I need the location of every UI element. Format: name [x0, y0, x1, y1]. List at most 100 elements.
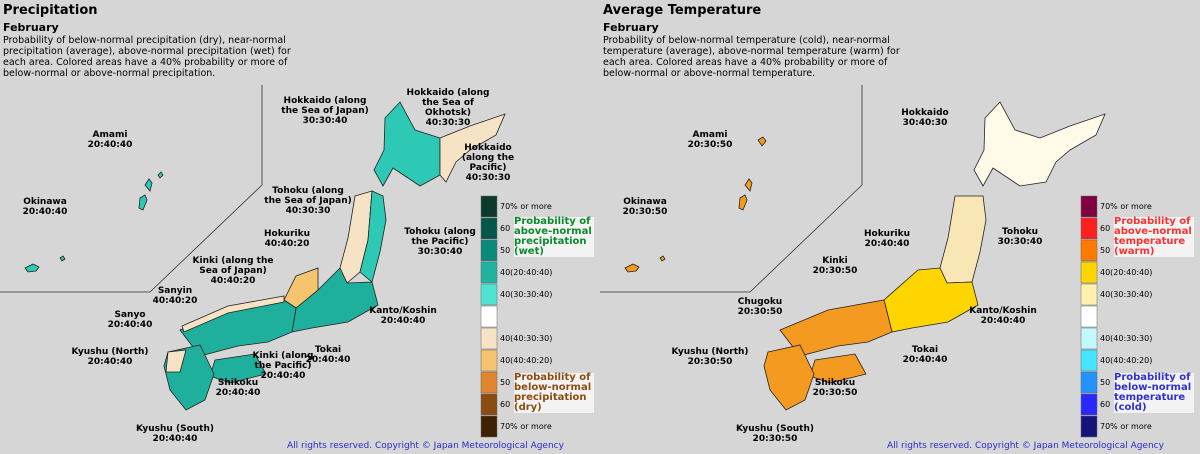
region-name: Sanyin: [157, 286, 193, 296]
legend-label: 70% or more: [1100, 422, 1152, 431]
legend-swatch: [480, 283, 498, 306]
region-probabilities: 20:40:40: [87, 357, 133, 367]
region-probabilities: 40:30:30: [465, 173, 511, 183]
legend-swatch: [1080, 305, 1098, 328]
region-name: Tohoku (along the Sea of Japan): [264, 186, 352, 206]
legend-label: 50: [500, 246, 511, 255]
region-name: Okinawa: [23, 197, 67, 207]
legend-label: 40(30:30:40): [1100, 290, 1153, 299]
region-probabilities: 20:40:40: [864, 239, 910, 249]
region-name: Tokai: [911, 345, 939, 355]
legend-swatch: [1080, 261, 1098, 284]
region-probabilities: 20:40:40: [22, 207, 68, 217]
region-name: Sanyo: [114, 310, 146, 320]
panel-description: Probability of below-normal precipitatio…: [3, 35, 291, 79]
panel-month: February: [3, 21, 59, 34]
region-name: Amami: [92, 130, 128, 140]
legend-label: 60: [1100, 224, 1111, 233]
legend-label: 40(30:30:40): [500, 290, 553, 299]
region-probabilities: 20:40:40: [215, 388, 261, 398]
region-probabilities: 20:40:40: [87, 140, 133, 150]
legend-swatch: [1080, 195, 1098, 218]
region-probabilities: 40:40:20: [152, 296, 198, 306]
legend-swatch: [480, 349, 498, 372]
region-name: Hokkaido (along the Pacific): [461, 143, 515, 173]
legend-above-title: Probability of above-normal precipitatio…: [514, 217, 594, 257]
legend-swatch: [1080, 239, 1098, 262]
region-probabilities: 20:40:40: [305, 355, 351, 365]
region-name: Kinki: [822, 256, 848, 266]
legend-swatch: [480, 371, 498, 394]
copyright: All rights reserved. Copyright © Japan M…: [887, 441, 1164, 451]
legend-label: 60: [500, 224, 511, 233]
legend-swatch: [480, 261, 498, 284]
region-name: Chugoku: [737, 297, 783, 307]
panel-month: February: [603, 21, 659, 34]
legend-swatch: [1080, 283, 1098, 306]
region-probabilities: 40:30:30: [425, 118, 471, 128]
region-name: Kyushu (South): [136, 424, 214, 434]
region-name: Hokkaido: [901, 108, 949, 118]
legend-swatch: [480, 239, 498, 262]
region-name: Kinki (along the Sea of Japan): [192, 256, 274, 276]
region-probabilities: 30:30:40: [997, 237, 1043, 247]
legend-label: 50: [1100, 246, 1111, 255]
legend-label: 40(40:30:30): [500, 334, 553, 343]
region-name: Amami: [692, 130, 728, 140]
temp-map: [600, 85, 1106, 411]
region-name: Hokkaido (along the Sea of Japan): [281, 96, 369, 116]
region-probabilities: 20:30:50: [687, 140, 733, 150]
legend-label: 40(40:40:20): [500, 356, 553, 365]
region-name: Hokuriku: [263, 229, 311, 239]
region-name: Okinawa: [623, 197, 667, 207]
region-probabilities: 20:40:40: [152, 434, 198, 444]
legend-below-title: Probability of below-normal temperature …: [1114, 373, 1194, 413]
region-name: Kanto/Koshin: [369, 306, 437, 316]
region-probabilities: 20:40:40: [902, 355, 948, 365]
legend-label: 50: [500, 378, 511, 387]
legend-swatch: [1080, 349, 1098, 372]
region-name: Kyushu (North): [671, 347, 749, 357]
region-name: Tohoku (along the Pacific): [404, 227, 476, 247]
panel-description: Probability of below-normal temperature …: [603, 35, 900, 79]
legend-swatch: [480, 305, 498, 328]
region-probabilities: 40:40:20: [264, 239, 310, 249]
panel-title: Precipitation: [3, 3, 98, 18]
legend-swatch: [480, 415, 498, 438]
region-name: Kanto/Koshin: [969, 306, 1037, 316]
region-probabilities: 40:30:30: [285, 206, 331, 216]
region-name: Tokai: [314, 345, 342, 355]
region-probabilities: 30:30:40: [417, 247, 463, 257]
legend-label: 70% or more: [1100, 202, 1152, 211]
region-name: Kyushu (North): [71, 347, 149, 357]
legend-swatch: [1080, 415, 1098, 438]
legend-swatch: [480, 217, 498, 240]
region-probabilities: 20:40:40: [980, 316, 1026, 326]
legend-label: 70% or more: [500, 422, 552, 431]
legend-swatch: [480, 393, 498, 416]
legend-swatch: [480, 195, 498, 218]
legend-label: 60: [500, 400, 511, 409]
region-probabilities: 20:30:50: [812, 388, 858, 398]
region-probabilities: 20:40:40: [380, 316, 426, 326]
legend-label: 40(20:40:40): [500, 268, 553, 277]
region-probabilities: 40:40:20: [210, 276, 256, 286]
legend-below-title: Probability of below-normal precipitatio…: [514, 373, 594, 413]
legend-label: 70% or more: [500, 202, 552, 211]
region-probabilities: 20:30:50: [812, 266, 858, 276]
legend-label: 40(40:40:20): [1100, 356, 1153, 365]
panel-title: Average Temperature: [603, 3, 762, 18]
legend-swatch: [480, 327, 498, 350]
region-name: Kinki (along the Pacific): [252, 351, 314, 371]
legend-swatch: [1080, 217, 1098, 240]
region-probabilities: 20:40:40: [260, 371, 306, 381]
region-name: Hokuriku: [863, 229, 911, 239]
legend-swatch: [1080, 327, 1098, 350]
legend-above-title: Probability of above-normal temperature …: [1114, 217, 1194, 257]
legend-label: 40(40:30:30): [1100, 334, 1153, 343]
region-probabilities: 20:30:50: [622, 207, 668, 217]
legend-label: 50: [1100, 378, 1111, 387]
legend-label: 40(20:40:40): [1100, 268, 1153, 277]
region-probabilities: 30:40:30: [902, 118, 948, 128]
